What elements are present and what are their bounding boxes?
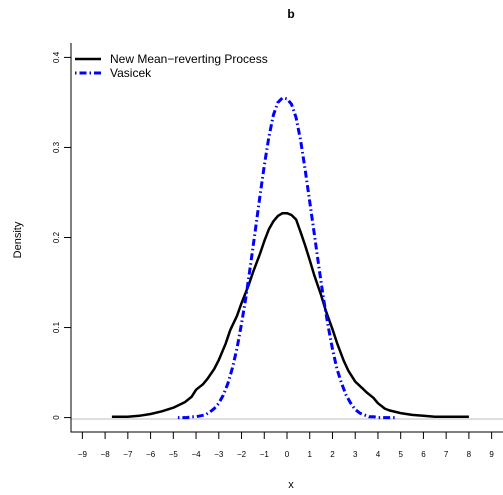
plot-area <box>70 43 503 433</box>
y-tick-label: 0.2 <box>52 231 61 243</box>
y-tick-label: 0 <box>52 415 61 420</box>
y-axis: 0 0.1 0.2 0.3 0.4 <box>52 51 71 420</box>
legend-label-new-mean-reverting: New Mean−reverting Process <box>110 52 268 66</box>
x-tick-label: −3 <box>214 450 224 459</box>
x-tick-label: −7 <box>123 450 133 459</box>
x-tick-label: −1 <box>260 450 270 459</box>
x-tick-label: −5 <box>169 450 179 459</box>
y-tick-label: 0.3 <box>52 141 61 153</box>
x-tick-label: 4 <box>376 450 381 459</box>
x-axis-label: x <box>288 479 294 491</box>
x-tick-label: −6 <box>146 450 156 459</box>
x-axis: −9 −8 −7 −6 −5 −4 −3 −2 −1 0 1 2 3 4 5 6 7 8 9 <box>78 432 494 459</box>
plot-frame <box>70 43 503 433</box>
x-tick-label: 1 <box>308 450 313 459</box>
series-line-vasicek <box>177 96 397 420</box>
series-layer <box>111 96 469 420</box>
x-tick-label: 2 <box>330 450 335 459</box>
x-tick-label: 5 <box>398 450 403 459</box>
x-tick-label: 0 <box>285 450 290 459</box>
x-tick-label: −8 <box>101 450 111 459</box>
y-tick-label: 0.4 <box>52 51 61 63</box>
x-tick-label: −4 <box>191 450 201 459</box>
chart-title: b <box>287 7 294 21</box>
x-tick-label: 8 <box>467 450 472 459</box>
x-tick-label: 3 <box>353 450 358 459</box>
x-tick-label: −9 <box>78 450 88 459</box>
x-tick-label: −2 <box>237 450 247 459</box>
legend: New Mean−reverting Process Vasicek <box>75 52 268 80</box>
series-line-new-mean-reverting <box>111 211 469 418</box>
x-tick-label: 7 <box>444 450 449 459</box>
y-axis-label: Density <box>12 221 24 258</box>
y-tick-label: 0.1 <box>52 321 61 333</box>
x-tick-label: 9 <box>489 450 494 459</box>
x-tick-label: 6 <box>421 450 426 459</box>
legend-label-vasicek: Vasicek <box>110 66 152 80</box>
